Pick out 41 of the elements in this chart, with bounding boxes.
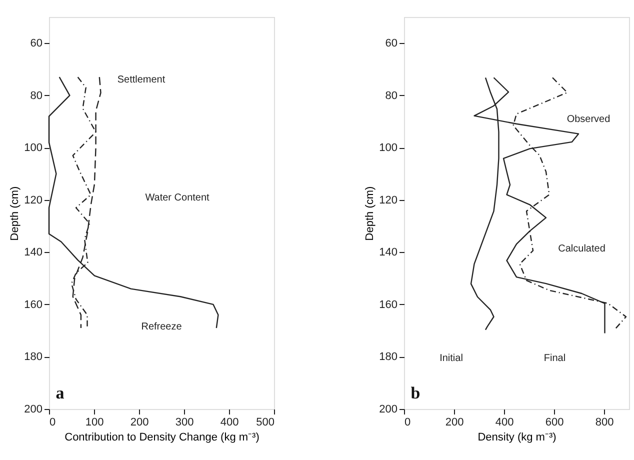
y-axis-title: Depth (cm) bbox=[9, 186, 22, 241]
annotation: Initial bbox=[440, 353, 463, 364]
x-axis-title: Density (kg m⁻³) bbox=[478, 432, 556, 444]
y-tick-label: 80 bbox=[385, 90, 398, 102]
x-tick-label: 400 bbox=[495, 416, 514, 428]
x-axis-title: Contribution to Density Change (kg m⁻³) bbox=[64, 432, 260, 444]
x-tick-label: 100 bbox=[85, 416, 104, 428]
x-tick-label: 200 bbox=[130, 416, 149, 428]
annotation: Observed bbox=[566, 114, 610, 125]
annotation: Refreeze bbox=[141, 322, 182, 333]
x-tick-label: 800 bbox=[595, 416, 614, 428]
annotation: Settlement bbox=[117, 74, 166, 86]
y-axis-title: Depth (cm) bbox=[364, 186, 376, 241]
line-series bbox=[48, 76, 219, 329]
x-tick-label: 400 bbox=[220, 416, 239, 428]
annotation: a bbox=[56, 383, 65, 402]
y-tick-label: 140 bbox=[379, 246, 398, 259]
y-tick-label: 60 bbox=[385, 38, 398, 50]
x-tick-label: 0 bbox=[50, 416, 56, 428]
y-tick-label: 100 bbox=[24, 142, 42, 154]
x-tick-label: 500 bbox=[256, 416, 274, 428]
y-tick-label: 160 bbox=[24, 298, 42, 311]
y-tick-label: 200 bbox=[24, 404, 42, 416]
y-tick-label: 80 bbox=[30, 90, 42, 102]
y-tick-label: 180 bbox=[379, 351, 398, 364]
y-tick-label: 160 bbox=[379, 298, 398, 311]
y-tick-label: 120 bbox=[24, 194, 42, 206]
y-tick-label: 120 bbox=[379, 194, 398, 206]
y-tick-label: 100 bbox=[379, 142, 398, 154]
annotation: Calculated bbox=[558, 243, 606, 254]
y-tick-label: 180 bbox=[24, 351, 42, 364]
x-tick-label: 200 bbox=[445, 416, 464, 428]
x-tick-label: 300 bbox=[175, 416, 194, 428]
annotation: Water Content bbox=[145, 192, 210, 204]
y-tick-label: 200 bbox=[379, 404, 398, 416]
y-tick-label: 60 bbox=[30, 38, 42, 50]
x-tick-label: 600 bbox=[545, 416, 564, 428]
annotation: Final bbox=[544, 353, 566, 364]
x-tick-label: 0 bbox=[404, 416, 411, 428]
y-tick-label: 140 bbox=[24, 246, 42, 259]
annotation: b bbox=[410, 383, 420, 402]
